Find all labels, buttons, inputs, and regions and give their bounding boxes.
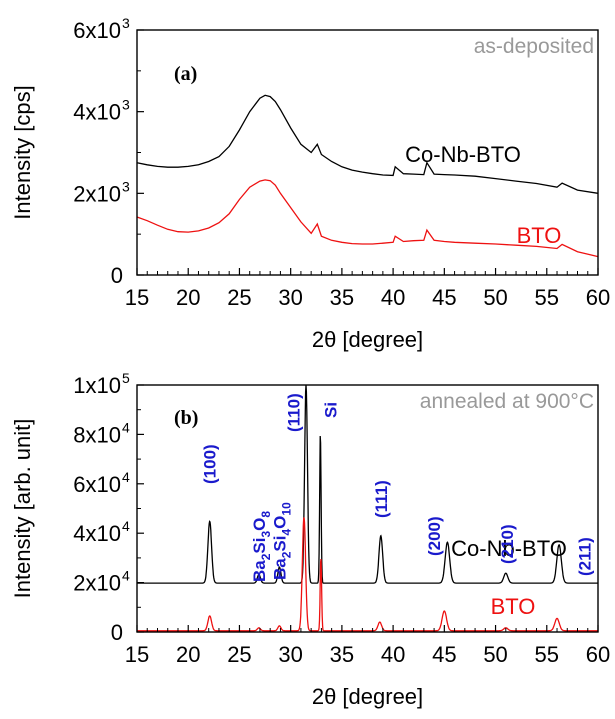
series-label: Co-Nb-BTO	[451, 536, 567, 561]
x-tick-label: 45	[432, 285, 456, 310]
y-tick-exponent: 4	[122, 419, 130, 435]
x-axis-title: 2θ [degree]	[312, 684, 423, 709]
x-tick-label: 20	[176, 285, 200, 310]
peak-label: (200)	[425, 516, 444, 556]
peak-label: (110)	[285, 393, 304, 432]
x-tick-label: 25	[227, 285, 251, 310]
y-tick-label: 4x10	[73, 521, 121, 546]
series-line-bto	[136, 179, 599, 258]
x-tick-label: 30	[278, 642, 302, 667]
panel-label: (a)	[174, 63, 197, 85]
x-tick-label: 35	[330, 285, 354, 310]
y-tick-exponent: 5	[122, 370, 130, 386]
series-label: Co-Nb-BTO	[405, 142, 521, 167]
x-tick-label: 50	[483, 642, 507, 667]
peak-label: (210)	[498, 524, 517, 564]
x-tick-label: 15	[125, 285, 149, 310]
x-tick-label: 25	[227, 642, 251, 667]
x-tick-label: 60	[586, 285, 610, 310]
x-tick-label: 55	[535, 642, 559, 667]
series-line-co-nb-bto	[137, 384, 598, 584]
y-tick-label: 6x10	[73, 472, 121, 497]
y-tick-exponent: 4	[122, 469, 130, 485]
condition-label: annealed at 900°C	[420, 390, 594, 413]
y-tick-label: 0	[111, 263, 123, 288]
y-tick-label: 1x10	[73, 373, 121, 398]
series-label: BTO	[491, 594, 536, 619]
y-tick-exponent: 3	[122, 178, 130, 194]
phase-label: Ba2Si4O10	[270, 502, 293, 580]
x-tick-label: 40	[381, 642, 405, 667]
x-tick-label: 55	[535, 285, 559, 310]
peak-label: (111)	[372, 480, 391, 518]
x-tick-label: 30	[278, 285, 302, 310]
x-tick-label: 60	[586, 642, 610, 667]
y-tick-label: 0	[111, 620, 123, 645]
x-axis-title: 2θ [degree]	[312, 327, 423, 352]
peak-label: (100)	[201, 444, 220, 484]
peak-label: Si	[322, 402, 341, 418]
y-axis-title: Intensity [cps]	[10, 85, 35, 220]
y-tick-label: 4x10	[73, 100, 121, 125]
x-tick-label: 20	[176, 642, 200, 667]
x-tick-label: 45	[432, 642, 456, 667]
series-line-co-nb-bto	[136, 94, 599, 194]
x-tick-label: 40	[381, 285, 405, 310]
y-tick-label: 2x10	[73, 181, 121, 206]
y-tick-exponent: 3	[122, 15, 130, 31]
y-tick-exponent: 4	[122, 518, 130, 534]
y-tick-exponent: 3	[122, 97, 130, 113]
y-tick-label: 2x10	[73, 571, 121, 596]
x-tick-label: 50	[483, 285, 507, 310]
x-tick-label: 15	[125, 642, 149, 667]
series-label: BTO	[517, 223, 562, 248]
y-tick-label: 8x10	[73, 422, 121, 447]
peak-label: (211)	[576, 537, 595, 576]
panel-label: (b)	[174, 407, 198, 429]
series-line-bto	[137, 517, 598, 632]
condition-label: as-deposited	[474, 35, 594, 58]
x-tick-label: 35	[330, 642, 354, 667]
phase-label: Ba2Si3O8	[250, 511, 273, 582]
y-tick-exponent: 4	[122, 568, 130, 584]
y-tick-label: 6x10	[73, 18, 121, 43]
y-axis-title: Intensity [arb. unit]	[10, 419, 35, 599]
